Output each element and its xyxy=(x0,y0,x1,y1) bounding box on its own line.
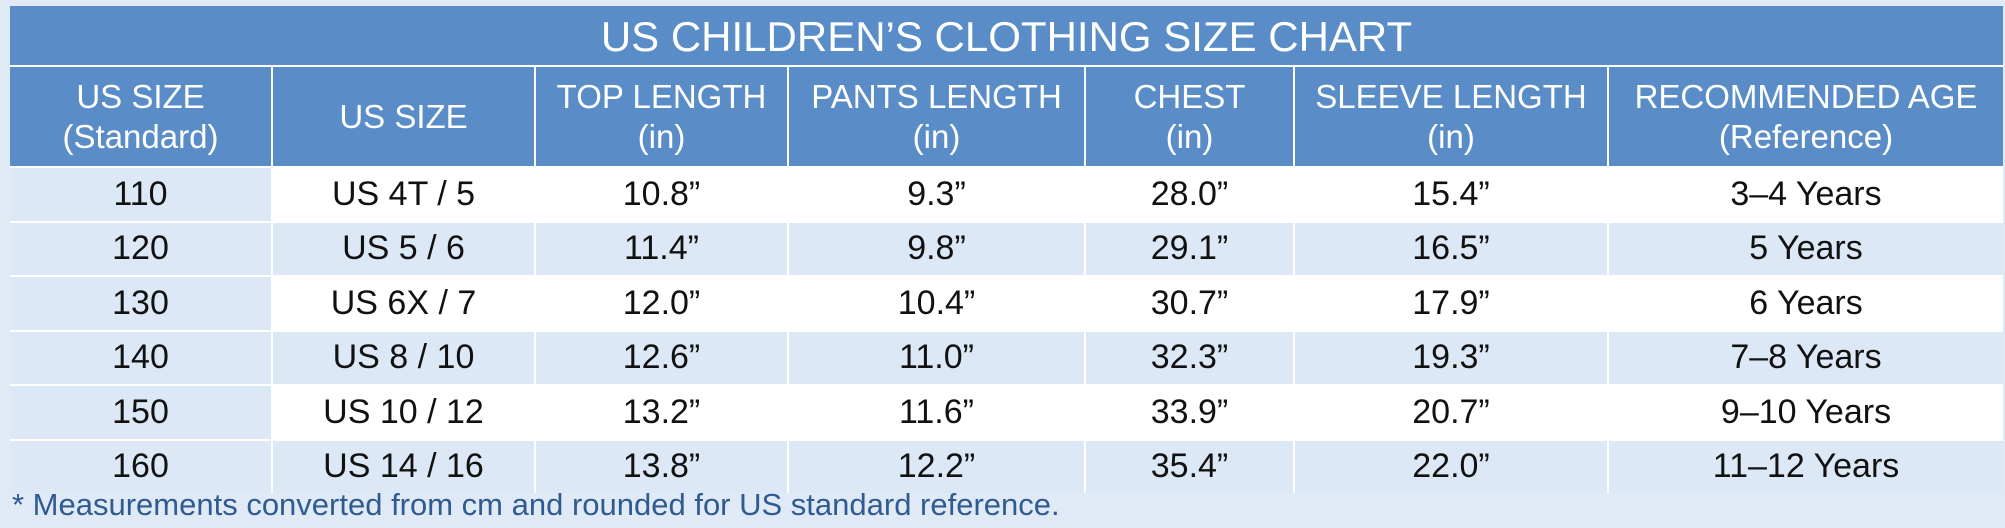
table-cell: 160 xyxy=(10,438,272,493)
header-line: SLEEVE LENGTH xyxy=(1315,77,1587,115)
table-cell: 12.0” xyxy=(534,275,788,331)
table-cell: 150 xyxy=(10,384,272,440)
header-line: PANTS LENGTH xyxy=(811,77,1062,115)
table-row: 120 US 5 / 6 11.4” 9.8” 29.1” 16.5” 5 Years xyxy=(10,220,2003,276)
footnote: * Measurements converted from cm and rou… xyxy=(12,487,1060,522)
table-cell: 6 Years xyxy=(1607,275,2003,331)
table-cell: 13.2” xyxy=(534,384,788,440)
header-line: (in) xyxy=(1165,117,1214,155)
table-cell: 12.6” xyxy=(534,329,788,385)
header-line: US SIZE xyxy=(339,97,468,135)
table-row: 140 US 8 / 10 12.6” 11.0” 32.3” 19.3” 7–8 Year… xyxy=(10,329,2003,385)
table-cell: 22.0” xyxy=(1293,438,1608,493)
column-header: RECOMMENDED AGE (Reference) xyxy=(1607,67,2003,167)
table-cell: 7–8 Years xyxy=(1607,329,2003,385)
table-cell: US 10 / 12 xyxy=(271,384,535,440)
column-header: SLEEVE LENGTH (in) xyxy=(1293,67,1608,167)
table-cell: 16.5” xyxy=(1293,220,1608,276)
table-cell: 9.8” xyxy=(787,220,1085,276)
size-chart: US CHILDREN’S CLOTHING SIZE CHART US SIZ… xyxy=(10,6,2003,493)
table-cell: 15.4” xyxy=(1293,166,1608,222)
table-cell: 3–4 Years xyxy=(1607,166,2003,222)
table-cell: 32.3” xyxy=(1084,329,1294,385)
table-row: 110 US 4T / 5 10.8” 9.3” 28.0” 15.4” 3–4 Years xyxy=(10,166,2003,222)
header-line: US SIZE xyxy=(76,77,205,115)
table-cell: 11.0” xyxy=(787,329,1085,385)
table-cell: US 4T / 5 xyxy=(271,166,535,222)
table-cell: 17.9” xyxy=(1293,275,1608,331)
table-cell: 120 xyxy=(10,220,272,276)
table-cell: US 6X / 7 xyxy=(271,275,535,331)
column-header: PANTS LENGTH (in) xyxy=(787,67,1085,167)
table-title: US CHILDREN’S CLOTHING SIZE CHART xyxy=(10,6,2003,67)
table-cell: 10.8” xyxy=(534,166,788,222)
table-cell: 10.4” xyxy=(787,275,1085,331)
table-cell: 11–12 Years xyxy=(1607,438,2003,493)
table-cell: US 14 / 16 xyxy=(271,438,535,493)
column-header: CHEST (in) xyxy=(1084,67,1294,167)
header-line: RECOMMENDED AGE xyxy=(1634,77,1978,115)
header-line: (Reference) xyxy=(1718,117,1894,155)
table-cell: 130 xyxy=(10,275,272,331)
header-line: CHEST xyxy=(1133,77,1246,115)
table-cell: 11.6” xyxy=(787,384,1085,440)
table-cell: 110 xyxy=(10,166,272,222)
header-line: (in) xyxy=(1427,117,1475,155)
header-line: (in) xyxy=(637,117,686,155)
table-cell: 19.3” xyxy=(1293,329,1608,385)
table-cell: US 8 / 10 xyxy=(271,329,535,385)
column-header: US SIZE xyxy=(271,67,535,167)
table-cell: 11.4” xyxy=(534,220,788,276)
column-header: US SIZE (Standard) xyxy=(10,67,272,167)
table-cell: US 5 / 6 xyxy=(271,220,535,276)
table-cell: 35.4” xyxy=(1084,438,1294,493)
table-row: 150 US 10 / 12 13.2” 11.6” 33.9” 20.7” 9–10 Ye… xyxy=(10,384,2003,440)
table-cell: 29.1” xyxy=(1084,220,1294,276)
header-line: (Standard) xyxy=(62,117,219,155)
table-cell: 5 Years xyxy=(1607,220,2003,276)
table-cell: 140 xyxy=(10,329,272,385)
column-header: TOP LENGTH (in) xyxy=(534,67,788,167)
table-header: US SIZE (Standard) US SIZE TOP LENGTH (in) PA… xyxy=(10,67,2003,167)
table-cell: 28.0” xyxy=(1084,166,1294,222)
size-table: US SIZE (Standard) US SIZE TOP LENGTH (in) PA… xyxy=(10,67,2003,493)
table-cell: 33.9” xyxy=(1084,384,1294,440)
table-row: 130 US 6X / 7 12.0” 10.4” 30.7” 17.9” 6 Years xyxy=(10,275,2003,331)
table-cell: 9–10 Years xyxy=(1607,384,2003,440)
table-cell: 13.8” xyxy=(534,438,788,493)
table-cell: 9.3” xyxy=(787,166,1085,222)
table-body: 110 US 4T / 5 10.8” 9.3” 28.0” 15.4” 3–4 Years… xyxy=(10,166,2003,493)
table-cell: 30.7” xyxy=(1084,275,1294,331)
header-line: TOP LENGTH xyxy=(556,77,767,115)
table-cell: 12.2” xyxy=(787,438,1085,493)
header-line: (in) xyxy=(912,117,961,155)
table-row: 160 US 14 / 16 13.8” 12.2” 35.4” 22.0” 11–12 Y… xyxy=(10,438,2003,493)
table-cell: 20.7” xyxy=(1293,384,1608,440)
header-row: US SIZE (Standard) US SIZE TOP LENGTH (in) PA… xyxy=(10,67,2003,167)
